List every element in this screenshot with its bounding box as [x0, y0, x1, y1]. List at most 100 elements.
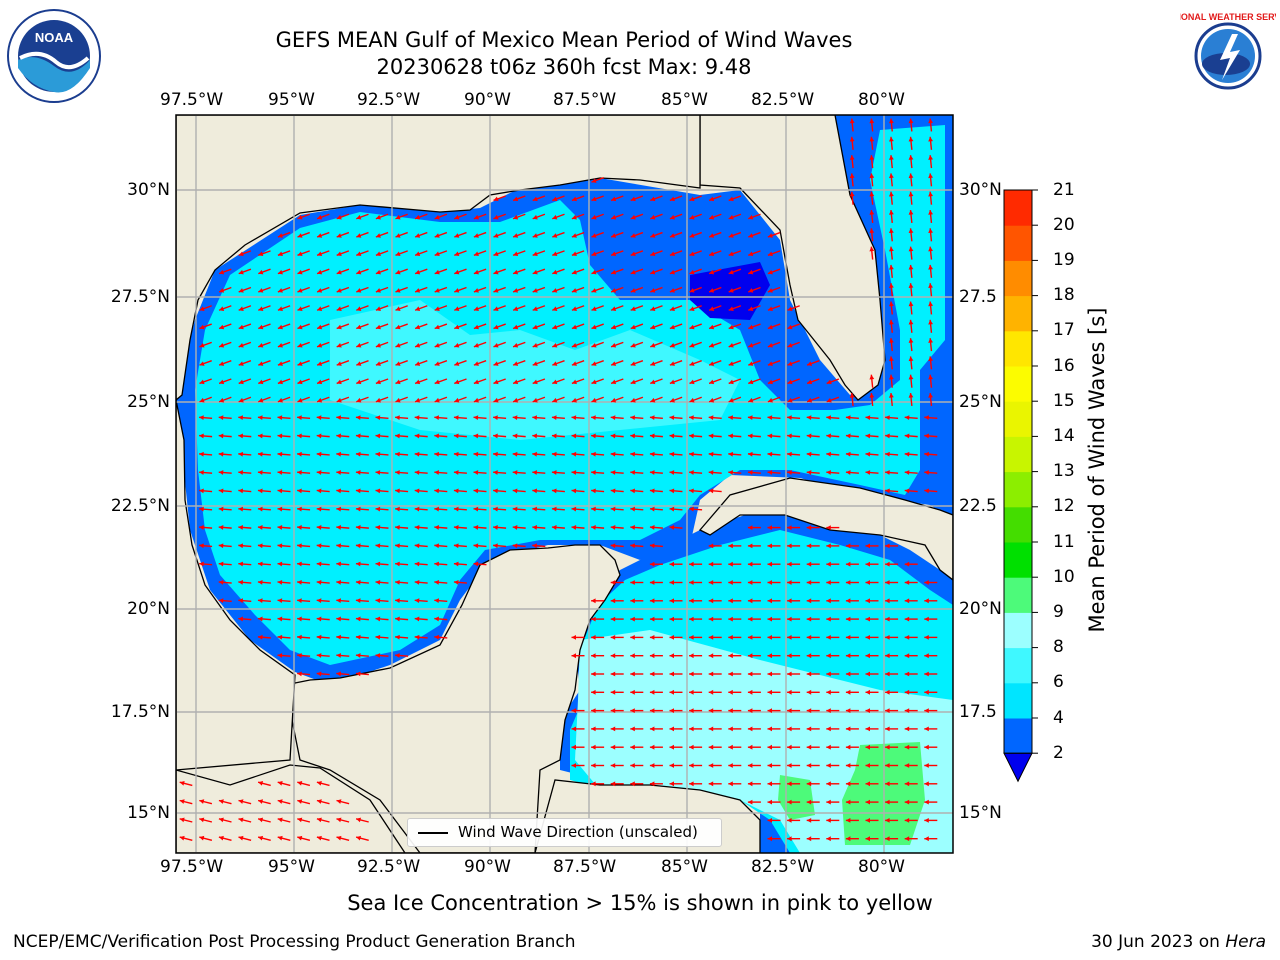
wind-wave-arrow: [532, 525, 546, 530]
wind-wave-arrow: [924, 781, 938, 787]
wind-wave-arrow: [277, 305, 291, 311]
wind-wave-arrow: [336, 835, 350, 841]
wind-wave-arrow: [748, 250, 761, 257]
wind-wave-arrow: [336, 488, 350, 494]
wind-wave-arrow: [610, 195, 624, 202]
wind-wave-arrow: [218, 817, 232, 823]
wind-wave-arrow: [454, 305, 467, 311]
wind-wave-arrow: [571, 360, 585, 366]
wind-wave-arrow: [669, 744, 683, 750]
mexico-west-coast-land: [176, 399, 296, 771]
wind-wave-arrow: [806, 744, 820, 750]
wind-wave-arrow: [238, 415, 252, 421]
wind-wave-arrow: [257, 451, 271, 457]
wind-wave-arrow: [375, 231, 389, 238]
wind-wave-arrow: [767, 708, 781, 713]
wind-wave-arrow: [865, 726, 879, 732]
wind-wave-arrow: [414, 506, 428, 512]
wind-wave-arrow: [845, 744, 859, 750]
wind-wave-arrow: [928, 374, 933, 388]
wind-wave-arrow: [908, 356, 914, 370]
wind-wave-arrow: [747, 708, 761, 713]
wind-wave-arrow: [904, 580, 918, 585]
wind-wave-arrow: [748, 231, 761, 238]
wind-wave-arrow: [591, 781, 605, 787]
wind-wave-arrow: [571, 470, 585, 475]
wind-wave-arrow: [336, 323, 350, 330]
wind-wave-arrow: [924, 763, 938, 768]
wind-wave-arrow: [238, 525, 252, 530]
wind-wave-arrow: [591, 378, 604, 385]
wind-wave-arrow: [512, 451, 526, 457]
wind-wave-arrow: [630, 616, 644, 622]
wind-wave-arrow: [826, 396, 840, 403]
wind-wave-arrow: [552, 396, 565, 403]
wind-wave-arrow: [258, 341, 271, 348]
wind-wave-arrow: [453, 415, 467, 421]
wind-wave-arrow: [316, 653, 330, 658]
wind-wave-arrow: [728, 580, 742, 585]
wind-wave-arrow: [277, 433, 291, 439]
wind-wave-arrow: [708, 250, 722, 257]
wind-wave-arrow: [473, 213, 487, 220]
wind-wave-arrow: [238, 817, 252, 823]
wind-wave-arrow: [316, 451, 330, 457]
wind-wave-arrow: [277, 341, 291, 348]
wind-wave-arrow: [689, 195, 702, 202]
wind-wave-arrow: [747, 635, 761, 640]
wind-wave-arrow: [591, 525, 605, 530]
wind-wave-arrow: [669, 506, 683, 512]
wind-wave-arrow: [806, 580, 820, 585]
wind-wave-arrow: [316, 378, 330, 385]
wind-wave-arrow: [610, 286, 624, 293]
wind-wave-arrow: [336, 378, 350, 385]
wind-wave-arrow: [885, 671, 899, 677]
wind-wave-arrow: [297, 378, 310, 385]
wind-wave-arrow: [669, 488, 683, 494]
wind-wave-arrow: [928, 228, 933, 242]
wind-wave-arrow: [787, 360, 800, 366]
wind-wave-arrow: [512, 323, 526, 330]
colorbar-tick-label: 10: [1053, 567, 1075, 587]
lat-label-left: 30°N: [127, 180, 170, 200]
wind-wave-arrow: [395, 506, 409, 512]
wind-wave-arrow: [473, 341, 487, 348]
wind-wave-arrow: [199, 506, 213, 512]
wind-wave-arrow: [356, 231, 369, 238]
wind-wave-arrow: [610, 360, 624, 366]
wind-wave-arrow: [669, 580, 683, 585]
wind-wave-arrow: [316, 231, 330, 238]
wind-wave-arrow: [277, 286, 291, 293]
wind-wave-arrow: [336, 579, 350, 585]
wind-wave-arrow: [434, 433, 448, 439]
wind-wave-arrow: [473, 543, 487, 549]
wind-wave-arrow: [453, 561, 467, 567]
wind-wave-arrow: [257, 634, 271, 640]
wind-wave-arrow: [787, 689, 801, 695]
wind-wave-arrow: [297, 634, 311, 640]
wind-wave-arrow: [336, 415, 350, 421]
wind-wave-arrow: [649, 689, 663, 695]
wind-wave-arrow: [787, 433, 801, 439]
wind-wave-arrow: [708, 671, 722, 677]
wind-wave-arrow: [316, 415, 330, 421]
wind-wave-arrow: [826, 598, 840, 604]
wind-wave-arrow: [889, 338, 894, 352]
wind-wave-arrow: [258, 286, 271, 293]
wind-wave-arrow: [865, 561, 879, 567]
wind-wave-arrow: [767, 433, 781, 439]
wind-wave-arrow: [316, 543, 330, 549]
wind-wave-arrow: [630, 689, 644, 695]
wind-wave-arrow: [747, 525, 761, 530]
lon-label-top: 82.5°W: [751, 90, 815, 110]
wind-wave-arrow: [552, 213, 565, 220]
wind-wave-arrow: [395, 250, 408, 257]
wind-wave-arrow: [669, 726, 683, 732]
wind-wave-arrow: [591, 653, 605, 659]
wind-wave-arrow: [924, 488, 938, 494]
wind-wave-arrow: [454, 250, 467, 257]
wind-wave-arrow: [669, 635, 683, 640]
wind-wave-arrow: [395, 213, 408, 220]
wind-wave-arrow: [316, 268, 330, 275]
wind-wave-arrow: [928, 283, 933, 297]
